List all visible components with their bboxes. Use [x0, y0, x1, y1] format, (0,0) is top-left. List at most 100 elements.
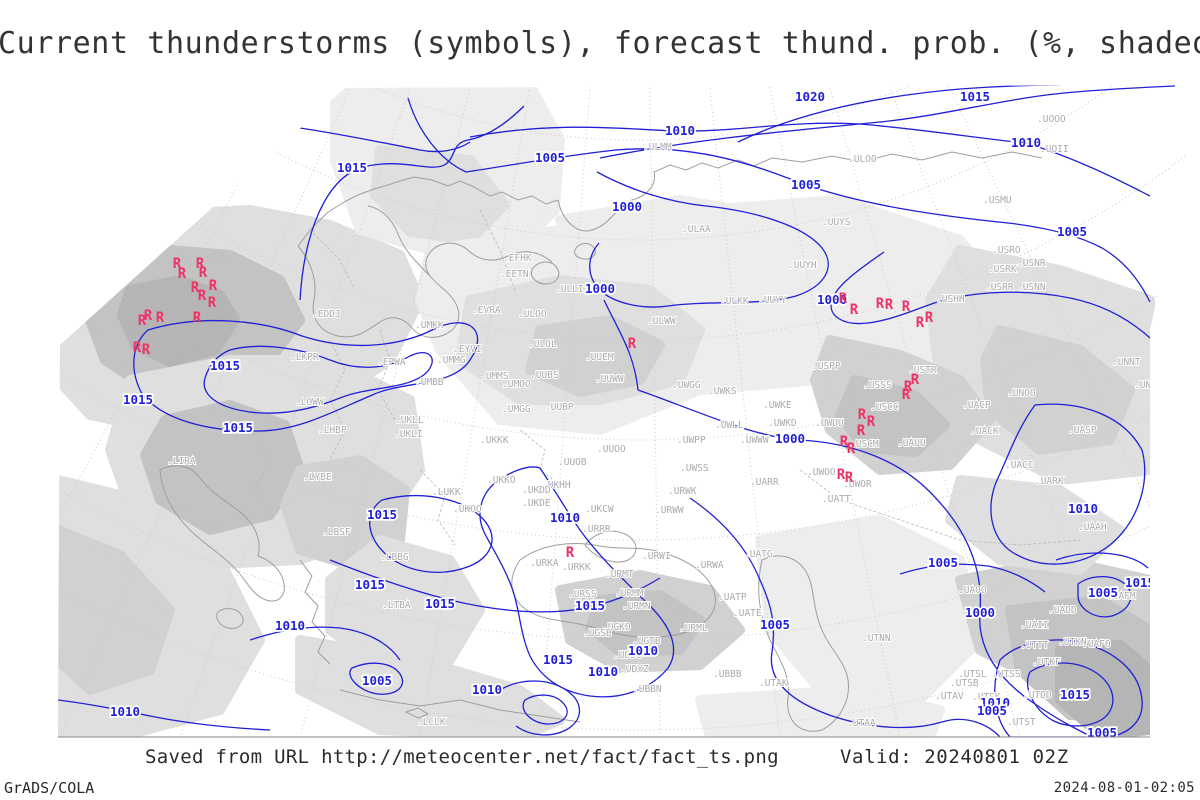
coastline — [404, 707, 430, 719]
station-label: .USPP — [812, 361, 841, 372]
contour-label: 1005 — [535, 150, 565, 165]
coastlines — [159, 151, 1043, 732]
station-label: .UATP — [718, 592, 747, 603]
station-label: .UUEM — [585, 352, 614, 363]
contour-label: 1005 — [977, 703, 1007, 718]
station-label: .LBSF — [322, 527, 351, 538]
contour-line — [1055, 552, 1149, 569]
station-label: .UTTT — [1020, 640, 1049, 651]
station-label: .USMU — [983, 195, 1012, 206]
station-label: .LOWW — [295, 397, 324, 408]
contour-labels: 1020 101510101010100510051015100010001005… — [108, 87, 1157, 740]
thunderstorm-icon: R — [173, 256, 182, 272]
meridian-line — [179, 85, 641, 737]
contour-label: 1005 — [1087, 725, 1117, 740]
station-label: .UACC — [1005, 460, 1034, 471]
station-label: .ULAA — [682, 224, 711, 235]
station-label: .URKK — [562, 562, 591, 573]
thunderstorm-icon: R — [916, 315, 925, 331]
thunderstorm-icon: R — [902, 387, 911, 403]
contour-line — [603, 299, 639, 391]
coastline — [299, 559, 331, 665]
station-label: .USNN — [1017, 282, 1046, 293]
station-label: .USSS — [863, 380, 892, 391]
station-label: .UGTB — [632, 636, 661, 647]
contour-label: 1010 — [588, 664, 618, 679]
station-label: .ULKK — [720, 296, 749, 307]
contour-line — [479, 466, 675, 698]
station-label: .UTAV — [935, 691, 964, 702]
probability-shading — [58, 85, 1155, 737]
station-label: .EYVI — [453, 344, 482, 355]
contour-label: 1015 — [123, 392, 153, 407]
station-label: .UMMG — [437, 355, 466, 366]
contour-line — [994, 639, 1143, 737]
thunderstorm-icon: R — [904, 379, 913, 395]
thunderstorm-icon: R — [867, 414, 876, 430]
station-label: .URML — [679, 623, 708, 634]
station-label: .UTSS — [992, 669, 1021, 680]
station-label: .URSS — [568, 589, 597, 600]
station-label: .USTR — [908, 365, 937, 376]
thunderstorm-icon: R — [925, 310, 934, 326]
border-line — [799, 469, 1081, 546]
station-label: .UBBB — [713, 669, 742, 680]
station-label: .UMMS — [480, 371, 509, 382]
coastline — [557, 151, 1043, 232]
coastline — [159, 465, 285, 602]
station-label: .URMN — [622, 601, 651, 612]
station-label: .LCLK — [417, 717, 446, 728]
station-label: .UUYH — [788, 260, 817, 271]
coastline — [297, 176, 559, 247]
station-label: .EVRA — [472, 305, 501, 316]
contour-line — [1077, 575, 1132, 618]
contour-label: 1005 — [928, 555, 958, 570]
footer-valid-time: Valid: 20240801 02Z — [840, 746, 1069, 768]
contour-label: 1005 — [1088, 585, 1118, 600]
station-label: .URMT — [605, 569, 634, 580]
shaded-region — [980, 325, 1135, 455]
station-label: .USNR — [1017, 258, 1046, 269]
station-label: .UATT — [822, 494, 851, 505]
station-label: .UOOO — [1037, 114, 1066, 125]
border-line — [309, 229, 356, 291]
station-label: .UWKD — [768, 418, 797, 429]
contour-label: 1010 — [1068, 501, 1098, 516]
contour-label: 1020 — [795, 89, 825, 104]
station-label: .UTKN — [1058, 637, 1087, 648]
shaded-region — [525, 315, 665, 397]
contour-line — [637, 389, 1093, 737]
station-label: .UNBB — [1134, 380, 1163, 391]
thunderstorm-icon: R — [902, 299, 911, 315]
thunderstorm-icon: R — [142, 342, 151, 358]
station-label: .EETN — [500, 269, 529, 280]
thunderstorm-icon: R — [138, 313, 147, 329]
station-label: .UUYY — [758, 295, 787, 306]
station-label: .USHH — [936, 294, 965, 305]
contour-label: 1010 — [665, 123, 695, 138]
station-label: .UAOO — [958, 585, 987, 596]
contour-label: 1015 — [1060, 687, 1090, 702]
border-line — [419, 469, 456, 546]
station-label: .UAUU — [897, 438, 926, 449]
contour-label: 1015 — [223, 420, 253, 435]
station-label: .ULOO — [518, 309, 547, 320]
thunderstorm-icon: R — [193, 310, 202, 326]
contour-label: 1010 — [1011, 135, 1041, 150]
station-label: .ULOL — [528, 339, 557, 350]
station-label: .URWA — [695, 560, 724, 571]
contour-line — [329, 559, 661, 613]
contour-line — [737, 85, 1061, 143]
station-label: .UKLI — [394, 429, 423, 440]
station-label: .UWSS — [680, 463, 709, 474]
thunderstorm-icon: R — [628, 336, 637, 352]
station-label: .UACP — [962, 400, 991, 411]
contour-label: 1000 — [965, 605, 995, 620]
contour-line — [522, 694, 568, 725]
contour-line — [299, 105, 525, 301]
thunderstorm-icon: R — [876, 296, 885, 312]
contour-line — [689, 497, 1001, 737]
contour-label: 1005 — [791, 177, 821, 192]
thunderstorm-icon: R — [850, 302, 859, 318]
contour-label: 1015 — [543, 652, 573, 667]
